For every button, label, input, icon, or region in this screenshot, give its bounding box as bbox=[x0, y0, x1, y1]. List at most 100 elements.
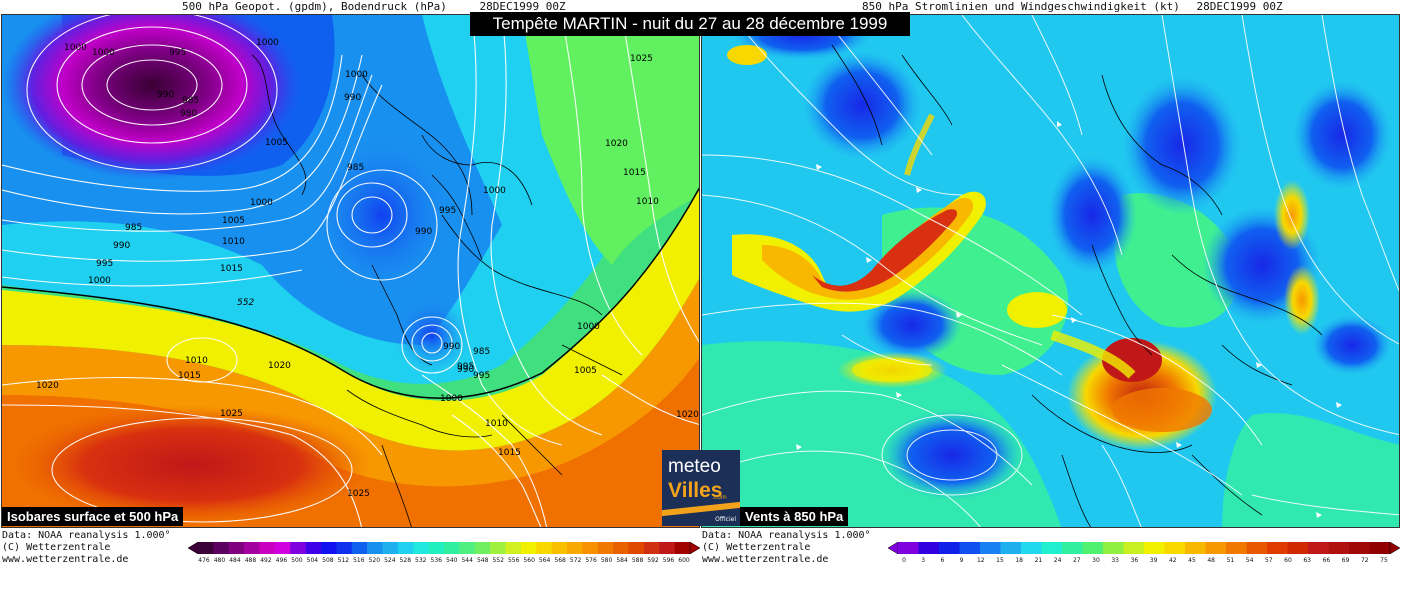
scale-swatch bbox=[1123, 542, 1145, 554]
scale-tick-label: 524 bbox=[384, 557, 396, 564]
isobar-label: 1010 bbox=[185, 356, 208, 366]
scale-swatch bbox=[918, 542, 940, 554]
scale-swatch bbox=[643, 542, 660, 554]
scale-tick-label: 552 bbox=[492, 557, 504, 564]
isobar-label: 990 bbox=[344, 93, 361, 103]
scale-swatch bbox=[567, 542, 583, 554]
scale-tick-label: 572 bbox=[569, 557, 582, 564]
scale-swatch bbox=[413, 542, 429, 554]
scale-swatch bbox=[290, 542, 306, 554]
scale-tick-label: 476 bbox=[198, 557, 210, 564]
left-footer-data: Data: NOAA reanalysis 1.000° bbox=[2, 530, 171, 541]
isobar-label: 985 bbox=[347, 163, 364, 173]
scale-swatch bbox=[1226, 542, 1247, 554]
isobar-label: 1000 bbox=[256, 38, 279, 48]
isobar-label: 1000 bbox=[577, 322, 600, 332]
left-map-header-text: 500 hPa Geopot. (gpdm), Bodendruck (hPa) bbox=[182, 0, 447, 13]
scale-swatch bbox=[898, 542, 919, 554]
scale-tick-label: 36 bbox=[1130, 557, 1139, 564]
scale-swatch bbox=[382, 542, 399, 554]
scale-tick-label: 480 bbox=[213, 557, 226, 564]
scale-tick-label: 72 bbox=[1360, 557, 1369, 564]
scale-tick-label: 520 bbox=[368, 557, 381, 564]
scale-tick-label: 592 bbox=[647, 557, 659, 564]
scale-tick-label: 66 bbox=[1322, 557, 1331, 564]
scale-arrow-left bbox=[188, 542, 199, 554]
isobar-label: 1020 bbox=[268, 361, 291, 371]
isobar-label: 1010 bbox=[636, 197, 659, 207]
scale-swatch bbox=[444, 542, 460, 554]
scale-swatch bbox=[551, 542, 568, 554]
isobar-label: 985 bbox=[473, 347, 490, 357]
scale-tick-label: 24 bbox=[1053, 557, 1062, 564]
scale-tick-label: 556 bbox=[507, 557, 520, 564]
left-map-date: 28DEC1999 00Z bbox=[479, 0, 566, 13]
scale-swatch bbox=[1205, 542, 1227, 554]
isobar-label: 1025 bbox=[220, 409, 243, 419]
scale-arrow-right bbox=[1389, 542, 1400, 554]
scale-tick-label: 492 bbox=[260, 557, 272, 564]
scale-tick-label: 9 bbox=[959, 557, 964, 564]
scale-swatch bbox=[1164, 542, 1186, 554]
scale-swatch bbox=[1349, 542, 1370, 554]
isobar-label: 990 bbox=[415, 227, 432, 237]
isobar-label: 1015 bbox=[498, 448, 521, 458]
scale-swatch bbox=[1144, 542, 1165, 554]
scale-tick-label: 584 bbox=[616, 557, 628, 564]
scale-swatch bbox=[505, 542, 522, 554]
scale-tick-label: 596 bbox=[662, 557, 675, 564]
right-footer-url: www.wetterzentrale.de bbox=[702, 554, 829, 565]
scale-swatch bbox=[459, 542, 476, 554]
logo-line-meteo: meteo bbox=[668, 456, 721, 477]
logo-line-com: .com bbox=[712, 494, 727, 501]
isobar-label: 995 bbox=[473, 371, 490, 381]
scale-swatch bbox=[659, 542, 675, 554]
scale-swatch bbox=[674, 542, 691, 554]
scale-swatch bbox=[1041, 542, 1063, 554]
scale-swatch bbox=[1246, 542, 1268, 554]
right-map-footer: Data: NOAA reanalysis 1.000° (C) Wetterz… bbox=[702, 530, 871, 566]
isobar-label: 990 bbox=[113, 241, 130, 251]
scale-swatch bbox=[228, 542, 245, 554]
left-map-footer: Data: NOAA reanalysis 1.000° (C) Wetterz… bbox=[2, 530, 171, 566]
isobar-label: 1000 bbox=[483, 186, 506, 196]
isobar-label: 1000 bbox=[88, 276, 111, 286]
right-map-label: Vents à 850 hPa bbox=[740, 507, 849, 526]
scale-tick-label: 600 bbox=[678, 557, 690, 564]
scale-tick-label: 51 bbox=[1226, 557, 1235, 564]
scale-tick-label: 27 bbox=[1072, 557, 1081, 564]
scale-tick-label: 30 bbox=[1092, 557, 1100, 564]
isobar-label: 1005 bbox=[265, 138, 288, 148]
scale-swatch bbox=[1287, 542, 1309, 554]
scale-tick-label: 544 bbox=[461, 557, 473, 564]
scale-tick-label: 532 bbox=[415, 557, 427, 564]
scale-swatch bbox=[1103, 542, 1124, 554]
right-map-header: 850 hPa Stromlinien und Windgeschwindigk… bbox=[862, 0, 1283, 14]
scale-swatch bbox=[582, 542, 599, 554]
scale-swatch bbox=[1000, 542, 1022, 554]
scale-tick-label: 15 bbox=[996, 557, 1004, 564]
scale-tick-label: 516 bbox=[353, 557, 365, 564]
scale-swatch bbox=[336, 542, 353, 554]
scale-swatch bbox=[1369, 542, 1391, 554]
right-footer-data: Data: NOAA reanalysis 1.000° bbox=[702, 530, 871, 541]
scale-tick-label: 75 bbox=[1380, 557, 1388, 564]
scale-tick-label: 42 bbox=[1168, 557, 1177, 564]
isobar-label: 1010 bbox=[222, 237, 245, 247]
isobar-label: 1020 bbox=[36, 381, 59, 391]
scale-swatch bbox=[959, 542, 981, 554]
scale-tick-label: 536 bbox=[430, 557, 442, 564]
scale-tick-label: 496 bbox=[275, 557, 288, 564]
scale-tick-label: 576 bbox=[585, 557, 597, 564]
isobar-label: 980 bbox=[180, 109, 197, 119]
scale-swatch bbox=[980, 542, 1001, 554]
right-color-scale bbox=[888, 542, 1400, 554]
scale-swatch bbox=[1082, 542, 1104, 554]
isobar-label: 1025 bbox=[630, 54, 653, 64]
scale-swatch bbox=[274, 542, 291, 554]
isobar-label: 995 bbox=[96, 259, 113, 269]
scale-tick-label: 3 bbox=[921, 557, 926, 564]
scale-tick-label: 18 bbox=[1015, 557, 1024, 564]
scale-swatch bbox=[520, 542, 537, 554]
scale-swatch bbox=[474, 542, 491, 554]
